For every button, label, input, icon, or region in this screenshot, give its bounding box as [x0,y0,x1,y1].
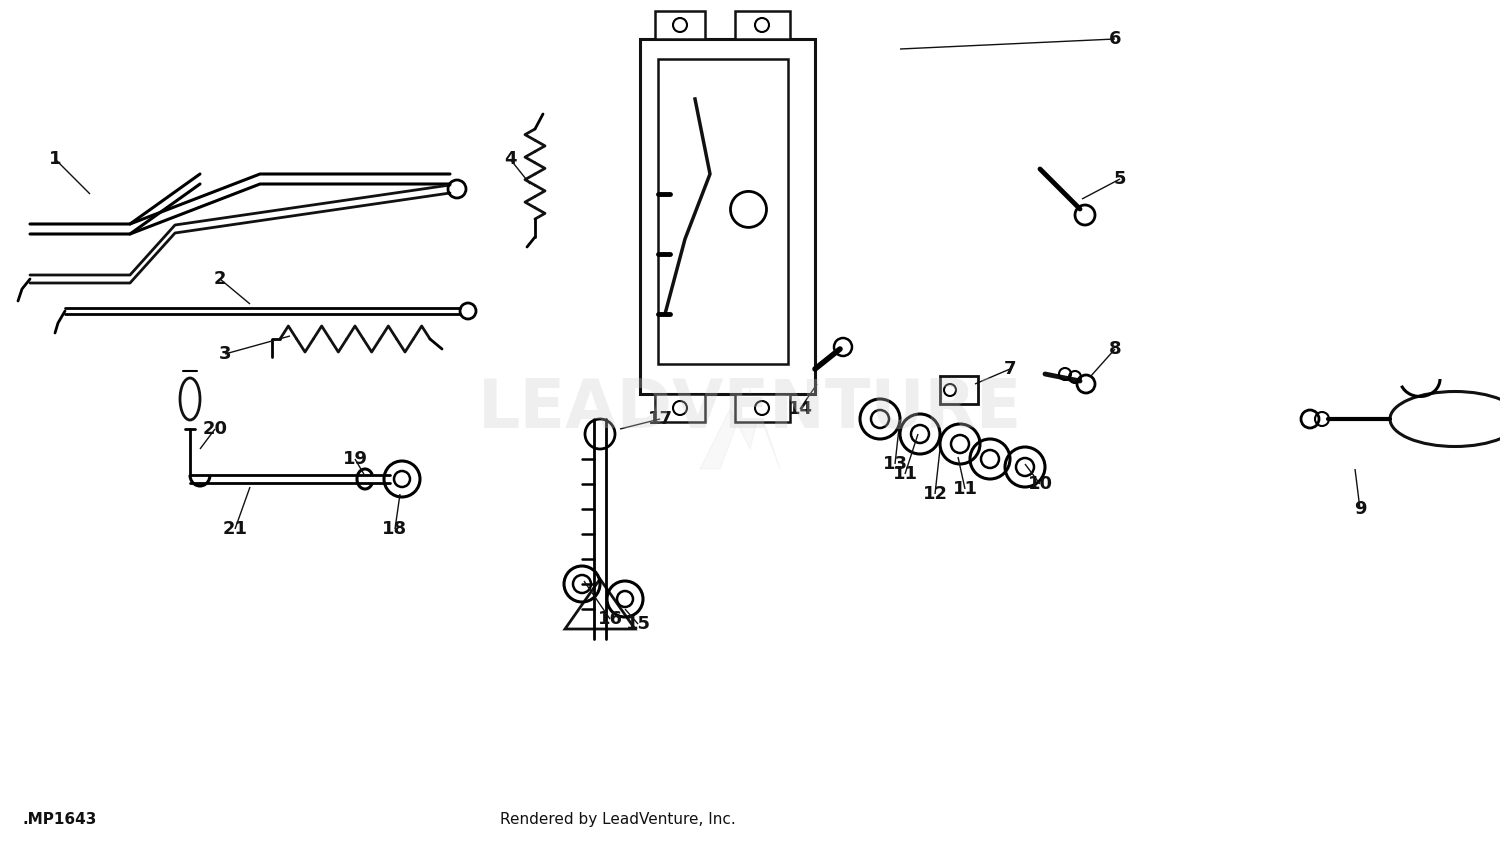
Text: 6: 6 [1108,30,1120,48]
Text: 11: 11 [892,465,918,483]
Text: 12: 12 [922,485,948,503]
Text: LEADVENTURE: LEADVENTURE [478,376,1022,442]
Text: 4: 4 [504,150,516,168]
Bar [656,394,705,422]
Text: 13: 13 [882,455,908,473]
Text: 8: 8 [1108,340,1122,358]
Text: 17: 17 [648,410,672,428]
Bar [640,39,815,394]
Text: 9: 9 [1353,500,1366,518]
Text: 3: 3 [219,345,231,363]
Text: 15: 15 [626,615,651,633]
Bar [735,11,790,39]
Text: Rendered by LeadVenture, Inc.: Rendered by LeadVenture, Inc. [500,812,735,827]
Text: 5: 5 [1113,170,1126,188]
Bar [735,394,790,422]
Text: .MP1643: .MP1643 [22,812,96,827]
Text: 20: 20 [202,420,228,438]
Text: 11: 11 [952,480,978,498]
Text: 16: 16 [597,610,622,628]
Text: 2: 2 [213,270,226,288]
Text: 10: 10 [1028,475,1053,493]
Text: 19: 19 [342,450,368,468]
Bar [940,376,978,404]
Text: 18: 18 [382,520,408,538]
Text: 21: 21 [222,520,248,538]
Text: 7: 7 [1004,360,1017,378]
Bar [658,59,788,364]
Text: 1: 1 [48,150,62,168]
Text: 14: 14 [788,400,813,418]
Polygon shape [700,389,780,469]
Bar [656,11,705,39]
